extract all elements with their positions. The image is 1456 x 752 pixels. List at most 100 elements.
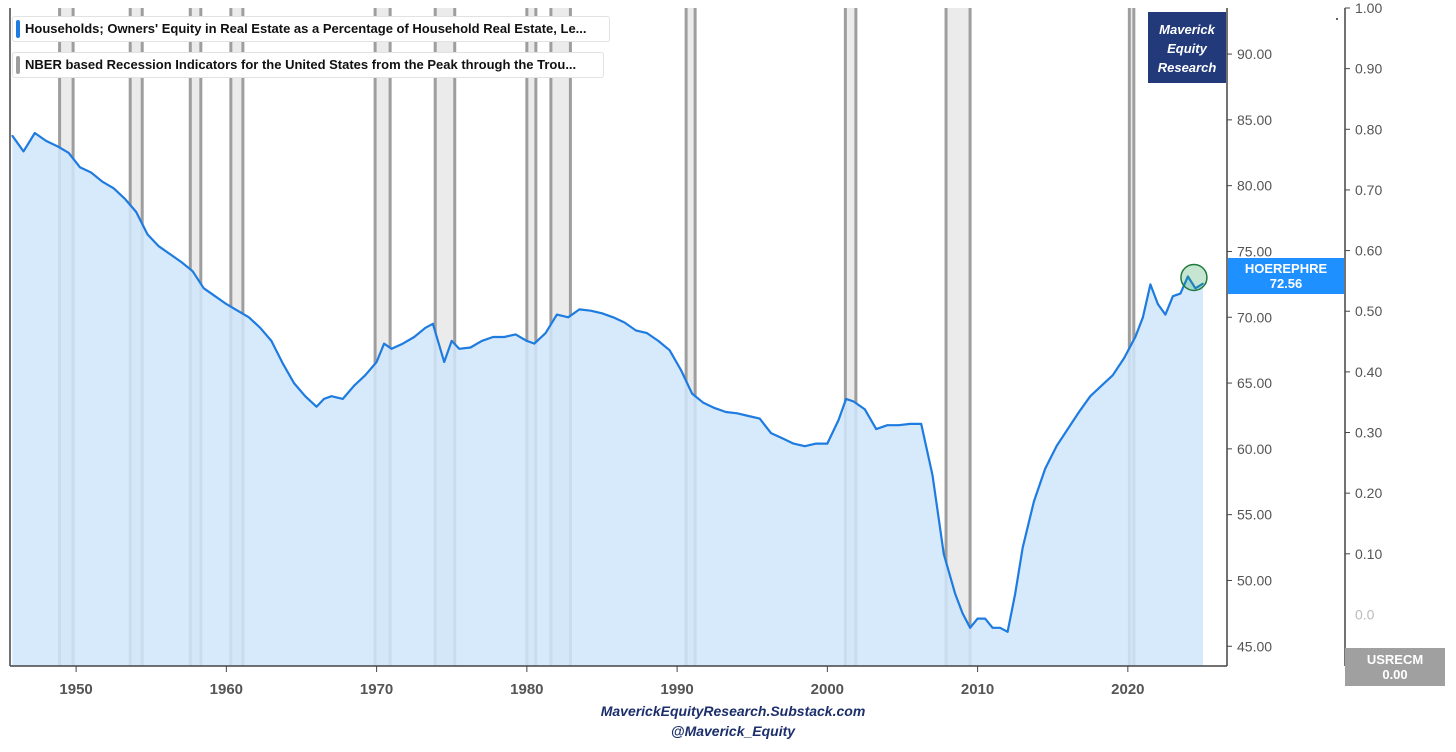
legend-label-recession: NBER based Recession Indicators for the … — [25, 57, 577, 72]
equity-point-16 — [191, 270, 194, 273]
equity-point-30 — [341, 398, 344, 400]
equity-point-61 — [668, 349, 671, 351]
equity-point-98 — [1044, 467, 1047, 470]
equity-point-18 — [214, 295, 216, 298]
equity-point-93 — [999, 627, 1001, 629]
equity-point-110 — [1164, 313, 1167, 316]
equity-point-58 — [634, 329, 637, 332]
x-tick-label-1990: 1990 — [660, 681, 693, 698]
equity-point-24 — [281, 362, 284, 365]
equity-point-76 — [837, 419, 840, 421]
equity-point-38 — [424, 326, 427, 329]
equity-point-97 — [1033, 500, 1035, 503]
recession-band-6 — [526, 8, 536, 666]
equity-point-70 — [770, 432, 772, 434]
left-tick-label-80.00: 80.00 — [1237, 178, 1272, 194]
equity-point-82 — [897, 424, 900, 426]
right-tick-label-0.20: 0.20 — [1355, 485, 1382, 501]
legend-item-recession[interactable]: NBER based Recession Indicators for the … — [12, 52, 604, 78]
equity-point-9 — [112, 187, 115, 190]
equity-point-40 — [443, 361, 446, 363]
footer-handle[interactable]: @Maverick_Equity — [670, 723, 796, 739]
recession-band-11 — [1129, 8, 1134, 666]
right-tick-label-0.90: 0.90 — [1355, 61, 1382, 77]
equity-point-13 — [157, 245, 160, 247]
equity-point-8 — [101, 180, 104, 183]
equity-point-46 — [503, 336, 506, 338]
equity-point-66 — [725, 411, 727, 413]
equity-point-84 — [920, 423, 923, 425]
legend-label-equity: Households; Owners' Equity in Real Estat… — [25, 21, 587, 36]
footer-site[interactable]: MaverickEquityResearch.Substack.com — [600, 703, 866, 719]
left-tick-label-60.00: 60.00 — [1237, 441, 1272, 457]
left-tick-label-90.00: 90.00 — [1237, 46, 1272, 62]
recession-band-9 — [845, 8, 856, 666]
equity-point-74 — [815, 442, 817, 445]
equity-point-7 — [90, 171, 92, 174]
equity-point-11 — [135, 211, 138, 213]
equity-point-50 — [544, 332, 547, 334]
equity-point-31 — [353, 384, 355, 387]
tick-labels: 1950 1960 1970 1980 1990 2000 2010 2020 45.00 50.… — [59, 0, 1382, 698]
legend-swatch-equity — [16, 20, 20, 38]
equity-point-49 — [533, 342, 536, 345]
equity-point-94 — [1006, 630, 1009, 633]
right-tick-label-0.50: 0.50 — [1355, 303, 1382, 319]
equity-point-89 — [969, 627, 971, 629]
equity-point-32 — [364, 374, 367, 376]
equity-point-104 — [1112, 374, 1114, 376]
equity-point-22 — [259, 326, 261, 329]
left-tick-label-50.00: 50.00 — [1237, 572, 1272, 588]
right-tick-label-zero: 0.0 — [1355, 606, 1375, 622]
equity-point-73 — [804, 445, 806, 448]
right-tick-label-0.40: 0.40 — [1355, 364, 1382, 380]
equity-point-88 — [961, 612, 964, 615]
equity-point-29 — [330, 395, 333, 398]
equity-point-56 — [612, 316, 615, 319]
equity-point-37 — [413, 336, 415, 338]
equity-point-10 — [124, 198, 126, 200]
equity-point-26 — [304, 395, 307, 398]
equity-point-34 — [383, 342, 385, 345]
equity-point-63 — [691, 392, 693, 395]
corner-dot — [1336, 18, 1338, 20]
recession-band-10 — [946, 8, 971, 666]
equity-point-57 — [623, 321, 626, 324]
equity-point-105 — [1123, 357, 1125, 359]
equity-point-102 — [1089, 395, 1092, 398]
equity-point-62 — [680, 369, 682, 371]
equity-point-43 — [469, 346, 472, 349]
legend-item-equity[interactable]: Households; Owners' Equity in Real Estat… — [12, 16, 610, 42]
x-tick-label-2010: 2010 — [961, 681, 994, 698]
equity-point-113 — [1187, 275, 1189, 278]
equity-point-27 — [315, 405, 318, 408]
highlight-circle — [1180, 263, 1208, 292]
equity-point-59 — [646, 332, 648, 334]
equity-point-99 — [1055, 445, 1058, 448]
x-tick-label-1970: 1970 — [360, 681, 393, 698]
right-tick-label-0.10: 0.10 — [1355, 546, 1382, 562]
equity-point-17 — [203, 287, 205, 290]
equity-point-44 — [480, 340, 483, 342]
equity-point-4 — [56, 145, 59, 147]
equity-point-108 — [1149, 283, 1152, 286]
brand-logo: Maverick Equity Research — [1148, 12, 1226, 83]
equity-point-54 — [589, 309, 592, 312]
x-tick-label-1950: 1950 — [59, 681, 92, 698]
equity-point-2 — [33, 132, 36, 134]
equity-point-106 — [1134, 336, 1137, 338]
equity-point-69 — [758, 417, 761, 420]
equity-point-86 — [942, 553, 945, 555]
equity-point-36 — [402, 342, 404, 345]
equity-point-79 — [864, 408, 866, 411]
equity-point-90 — [976, 617, 979, 620]
axes — [9, 8, 1346, 667]
equity-point-14 — [169, 253, 171, 255]
equity-point-51 — [556, 313, 558, 316]
equity-point-21 — [248, 316, 250, 319]
last-value-tag: HOEREPHRE 72.56 — [1228, 258, 1344, 294]
equity-point-92 — [991, 627, 994, 629]
equity-point-78 — [852, 400, 855, 403]
x-tick-label-2020: 2020 — [1111, 681, 1144, 698]
